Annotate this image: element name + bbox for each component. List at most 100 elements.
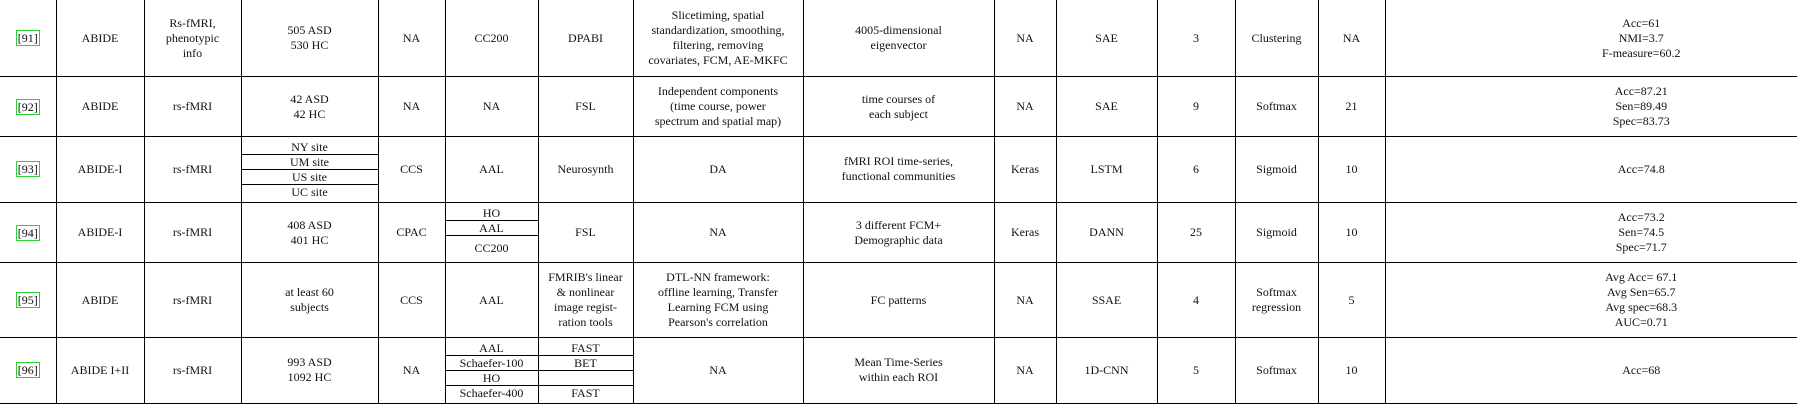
tool-item: BET [539, 355, 632, 371]
pipeline-cell: CPAC [377, 201, 446, 264]
pipeline-cell: NA [377, 336, 446, 405]
dataset-cell: ABIDE [55, 262, 145, 338]
modality-cell: rs-fMRI [143, 336, 242, 405]
ref-cell: [93] [0, 135, 57, 203]
tool-item: FAST [571, 385, 600, 400]
model-cell: SAE [1055, 0, 1158, 78]
citation-link[interactable]: [91] [15, 30, 40, 47]
atlas-cell: AAL Schaefer-100 HO Schaefer-400 [444, 336, 539, 405]
classifier-cell: Softmax regression [1234, 262, 1319, 338]
atlas-item: CC200 [474, 240, 509, 255]
layers-cell: 5 [1156, 336, 1236, 405]
subjects-cell: 505 ASD 530 HC [240, 0, 379, 78]
framework-cell: NA [993, 262, 1057, 338]
pipeline-cell: NA [377, 0, 446, 78]
dataset-cell: ABIDE-I [55, 201, 145, 264]
framework-cell: NA [993, 0, 1057, 78]
modality-cell: Rs-fMRI, phenotypic info [143, 0, 242, 78]
subjects-cell: 42 ASD 42 HC [240, 76, 379, 137]
subjects-cell: 993 ASD 1092 HC [240, 336, 379, 405]
tool-cell: FSL [537, 201, 634, 264]
dataset-cell: ABIDE [55, 0, 145, 78]
site-item: US site [242, 169, 377, 185]
site-item: UM site [242, 154, 377, 170]
atlas-item: AAL [446, 340, 537, 356]
atlas-cell: HO AAL CC200 [444, 201, 539, 264]
ref-cell: [91] [0, 0, 57, 78]
model-cell: 1D-CNN [1055, 336, 1158, 405]
modality-cell: rs-fMRI [143, 201, 242, 264]
features-cell: fMRI ROI time-series, functional communi… [802, 135, 995, 203]
ref-cell: [95] [0, 262, 57, 338]
classifier-cell: Softmax [1234, 336, 1319, 405]
model-cell: SSAE [1055, 262, 1158, 338]
classifier-cell: Sigmoid [1234, 201, 1319, 264]
modality-cell: rs-fMRI [143, 76, 242, 137]
atlas-item: Schaefer-100 [446, 355, 537, 371]
results-cell: Acc=87.21 Sen=89.49 Spec=83.73 [1384, 76, 1797, 137]
citation-link[interactable]: [93] [15, 161, 40, 178]
pipeline-cell: CCS [377, 262, 446, 338]
dataset-cell: ABIDE-I [55, 135, 145, 203]
table-row: [94] ABIDE-I rs-fMRI 408 ASD 401 HC CPAC… [0, 201, 1797, 264]
model-cell: LSTM [1055, 135, 1158, 203]
features-cell: 3 different FCM+ Demographic data [802, 201, 995, 264]
results-cell: Acc=73.2 Sen=74.5 Spec=71.7 [1384, 201, 1797, 264]
pipeline-cell: CCS [377, 135, 446, 203]
citation-link[interactable]: [96] [15, 362, 40, 379]
citation-link[interactable]: [95] [15, 292, 40, 309]
atlas-item: HO [446, 205, 537, 221]
layers-cell: 9 [1156, 76, 1236, 137]
tool-list: FAST BET FAST [539, 340, 632, 400]
framework-cell: Keras [993, 201, 1057, 264]
preprocessing-cell: DA [632, 135, 804, 203]
table-row: [96] ABIDE I+II rs-fMRI 993 ASD 1092 HC … [0, 336, 1797, 405]
pipeline-cell: NA [377, 76, 446, 137]
layers-cell: 6 [1156, 135, 1236, 203]
tool-cell: FSL [537, 76, 634, 137]
subjects-cell: 408 ASD 401 HC [240, 201, 379, 264]
folds-cell: NA [1317, 0, 1386, 78]
tool-cell: DPABI [537, 0, 634, 78]
table-row: [93] ABIDE-I rs-fMRI NY site UM site US … [0, 135, 1797, 203]
tool-cell: FMRIB's linear & nonlinear image regist-… [537, 262, 634, 338]
atlas-cell: AAL [444, 262, 539, 338]
model-cell: SAE [1055, 76, 1158, 137]
site-item: UC site [291, 184, 328, 199]
framework-cell: NA [993, 76, 1057, 137]
atlas-list: AAL Schaefer-100 HO Schaefer-400 [446, 340, 537, 400]
tool-cell: Neurosynth [537, 135, 634, 203]
preprocessing-cell: DTL-NN framework: offline learning, Tran… [632, 262, 804, 338]
layers-cell: 4 [1156, 262, 1236, 338]
modality-cell: rs-fMRI [143, 262, 242, 338]
features-cell: 4005-dimensional eigenvector [802, 0, 995, 78]
folds-cell: 21 [1317, 76, 1386, 137]
folds-cell: 10 [1317, 201, 1386, 264]
citation-link[interactable]: [92] [15, 98, 40, 115]
atlas-item: AAL [446, 220, 537, 236]
features-cell: time courses of each subject [802, 76, 995, 137]
preprocessing-cell: Independent components (time course, pow… [632, 76, 804, 137]
ref-cell: [92] [0, 76, 57, 137]
table-row: [91] ABIDE Rs-fMRI, phenotypic info 505 … [0, 0, 1797, 78]
ref-cell: [94] [0, 201, 57, 264]
framework-cell: NA [993, 336, 1057, 405]
site-list: NY site UM site US site UC site [242, 139, 377, 199]
features-cell: FC patterns [802, 262, 995, 338]
classifier-cell: Softmax [1234, 76, 1319, 137]
results-cell: Acc=61 NMI=3.7 F-measure=60.2 [1384, 0, 1797, 78]
table-row: [92] ABIDE rs-fMRI 42 ASD 42 HC NA NA FS… [0, 76, 1797, 137]
atlas-list: HO AAL CC200 [446, 205, 537, 260]
atlas-item: Schaefer-400 [459, 385, 524, 400]
results-cell: Acc=74.8 [1384, 135, 1797, 203]
features-cell: Mean Time-Series within each ROI [802, 336, 995, 405]
layers-cell: 25 [1156, 201, 1236, 264]
subjects-cell: at least 60 subjects [240, 262, 379, 338]
tool-item [539, 370, 632, 386]
dataset-cell: ABIDE I+II [55, 336, 145, 405]
layers-cell: 3 [1156, 0, 1236, 78]
folds-cell: 10 [1317, 135, 1386, 203]
citation-link[interactable]: [94] [15, 224, 40, 241]
